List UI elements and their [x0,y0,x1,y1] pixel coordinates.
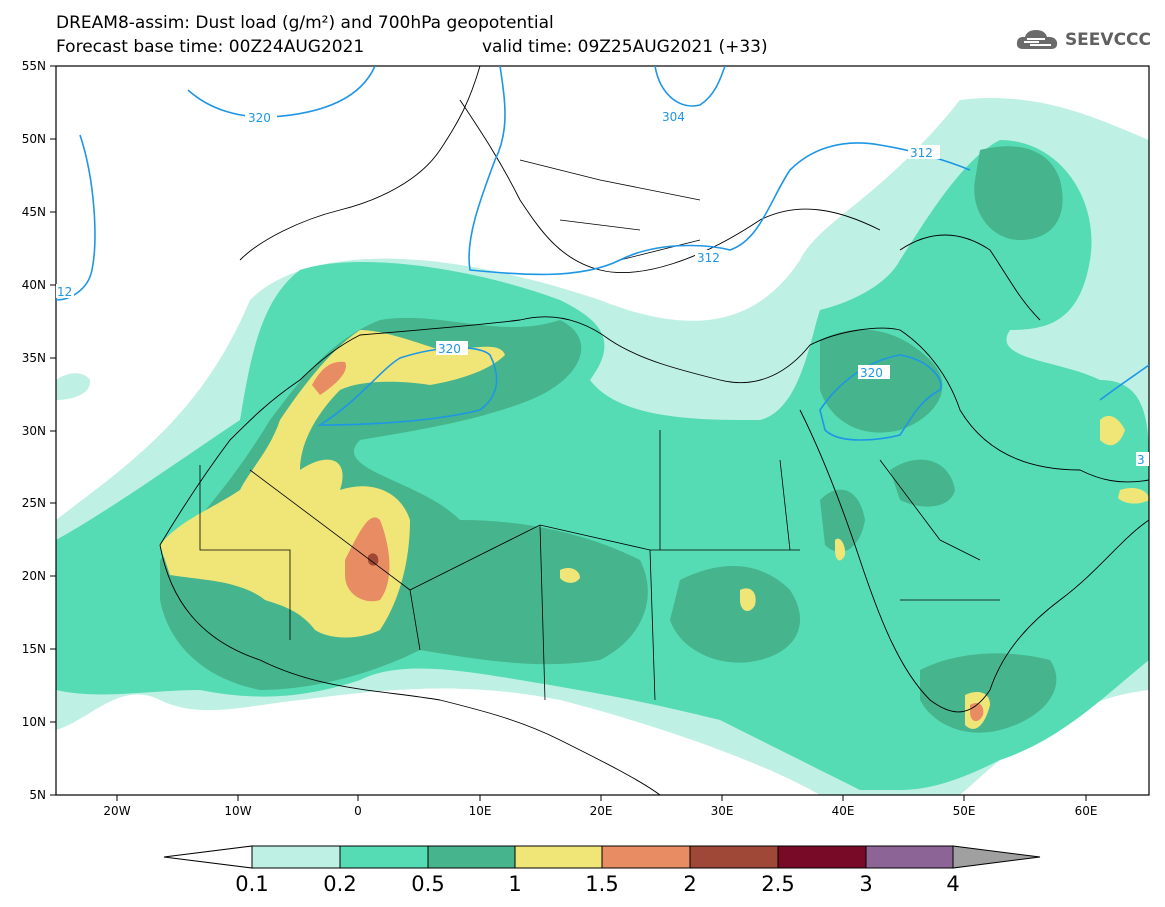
contour-304 [654,66,726,107]
lat-tick-label: 5N [29,788,46,802]
contour-label: 304 [662,110,685,124]
forecast-base-time: Forecast base time: 00Z24AUG2021 [56,37,365,57]
colorbar-label: 1 [508,872,522,896]
lon-tick-label: 40E [832,804,855,818]
colorbar-label: 0.2 [323,872,357,896]
colorbar-swatch [251,845,341,869]
lat-tick-label: 50N [22,132,46,146]
lat-tick-label: 10N [22,715,46,729]
colorbar-swatch [339,845,429,869]
colorbar-label: 3 [859,872,873,896]
colorbar-under-arrow [163,845,253,869]
longitude-axis: 20W 10W 0 10E 20E 30E 40E 50E 60E [103,795,1097,818]
contour-label: 312 [697,251,720,265]
lat-tick-label: 25N [22,496,46,510]
lat-tick-label: 45N [22,205,46,219]
lat-tick-label: 20N [22,569,46,583]
lon-tick-label: 10E [469,804,492,818]
colorbar-label: 0.1 [235,872,269,896]
dust-level-1 [160,330,1149,729]
colorbar-label: 2 [683,872,697,896]
colorbar [163,845,1041,869]
lon-tick-label: 50E [953,804,976,818]
lat-tick-label: 55N [22,59,46,73]
colorbar-over-arrow [952,845,1041,869]
dust-level-2 [368,553,379,566]
contour-label: 320 [248,111,271,125]
seevccc-logo: SEEVCCC [1015,27,1151,53]
contour-label: 12 [57,285,72,299]
lat-tick-label: 15N [22,642,46,656]
lat-tick-label: 35N [22,351,46,365]
contour-320-north [187,66,376,118]
lon-tick-label: 20W [103,804,130,818]
contour-label: 3 [1137,453,1145,467]
contour-label: 312 [910,146,933,160]
colorbar-swatch [514,845,603,869]
coastlines [159,66,1149,795]
valid-time: valid time: 09Z25AUG2021 (+33) [482,37,768,57]
lon-tick-label: 30E [711,804,734,818]
cloud-icon [1016,30,1058,49]
colorbar-swatch [689,845,779,869]
lon-tick-label: 0 [354,804,362,818]
latitude-axis: 55N 50N 45N 40N 35N 30N 25N 20N 15N 10N … [22,59,56,802]
dust-fields [56,98,1149,795]
colorbar-label: 4 [946,872,960,896]
colorbar-swatch [865,845,954,869]
colorbar-label: 2.5 [761,872,795,896]
lon-tick-label: 10W [224,804,251,818]
contour-312-west [56,134,96,301]
logo-text: SEEVCCC [1064,30,1151,50]
contour-label: 320 [438,342,461,356]
lon-tick-label: 20E [590,804,613,818]
contour-label: 320 [860,366,883,380]
contour-labels: 320 304 312 312 12 320 320 3 [56,109,1149,467]
colorbar-label: 1.5 [585,872,619,896]
contour-320-africa [317,347,498,426]
lat-tick-label: 40N [22,278,46,292]
colorbar-swatch [427,845,516,869]
colorbar-swatch [601,845,691,869]
map-title: DREAM8-assim: Dust load (g/m²) and 700hP… [56,13,554,33]
colorbar-label: 0.5 [411,872,445,896]
contour-east [1099,364,1149,401]
contour-312 [468,66,971,276]
lat-tick-label: 30N [22,424,46,438]
colorbar-swatch [777,845,867,869]
lon-tick-label: 60E [1075,804,1098,818]
